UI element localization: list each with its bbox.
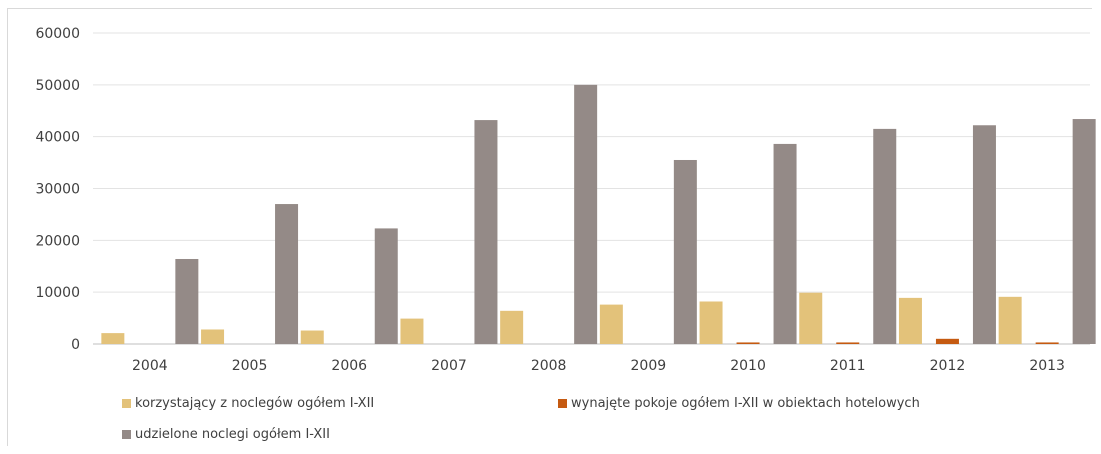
bar-1-2013 (998, 296, 1022, 344)
chart-frame (7, 8, 1092, 446)
bar-2-2012 (935, 338, 959, 344)
bar-1-2010 (699, 301, 723, 344)
bar-3-2006 (374, 228, 398, 344)
x-tick-label: 2004 (132, 358, 168, 374)
x-tick-label: 2005 (232, 358, 268, 374)
bar-3-2011 (873, 128, 897, 344)
legend-swatch-series-2 (558, 399, 567, 408)
bar-3-2009 (673, 159, 697, 344)
x-tick-label: 2008 (531, 358, 567, 374)
x-tick-label: 2010 (730, 358, 766, 374)
legend-item-series-1: korzystający z noclegów ogółem I-XII (122, 396, 374, 411)
x-tick-label: 2013 (1029, 358, 1065, 374)
bar-3-2004 (175, 258, 199, 344)
x-tick-label: 2006 (331, 358, 367, 374)
bar-2-2010 (736, 342, 760, 344)
bar-1-2011 (799, 292, 823, 344)
y-tick-label: 10000 (35, 285, 80, 301)
bar-1-2012 (898, 297, 922, 344)
y-tick-label: 60000 (35, 26, 80, 42)
bar-2-2013 (1035, 342, 1059, 344)
bar-2-2011 (836, 342, 860, 344)
x-tick-label: 2011 (830, 358, 866, 374)
bar-1-2006 (300, 330, 324, 344)
y-tick-label: 20000 (35, 233, 80, 249)
x-tick-label: 2009 (631, 358, 667, 374)
bar-3-2008 (574, 84, 598, 344)
legend-label-series-3: udzielone noclegi ogółem I-XII (135, 427, 330, 442)
bar-3-2013 (1072, 119, 1096, 344)
bar-3-2012 (972, 125, 996, 344)
bar-1-2007 (400, 318, 424, 344)
legend-swatch-series-3 (122, 430, 131, 439)
bar-3-2005 (275, 204, 299, 344)
y-tick-label: 30000 (35, 182, 80, 198)
y-tick-label: 50000 (35, 78, 80, 94)
legend-item-series-3: udzielone noclegi ogółem I-XII (122, 427, 330, 442)
legend-swatch-series-1 (122, 399, 131, 408)
y-tick-label: 0 (71, 337, 80, 353)
bar-1-2004 (101, 333, 125, 344)
y-tick-label: 40000 (35, 130, 80, 146)
legend-label-series-2: wynajęte pokoje ogółem I-XII w obiektach… (571, 396, 920, 411)
bars (101, 84, 1096, 344)
legend-item-series-2: wynajęte pokoje ogółem I-XII w obiektach… (558, 396, 920, 411)
bar-1-2008 (500, 310, 524, 344)
x-tick-label: 2012 (930, 358, 966, 374)
bar-1-2009 (599, 304, 623, 344)
y-axis-ticks: 0 10000 20000 30000 40000 50000 60000 (35, 26, 80, 353)
bar-3-2007 (474, 120, 498, 344)
x-tick-label: 2007 (431, 358, 467, 374)
x-axis-ticks: 2004 2005 2006 2007 2008 2009 2010 2011 2012 2013 (132, 358, 1065, 374)
bar-1-2005 (201, 329, 225, 344)
legend-label-series-1: korzystający z noclegów ogółem I-XII (135, 396, 375, 411)
bar-3-2010 (773, 143, 797, 344)
